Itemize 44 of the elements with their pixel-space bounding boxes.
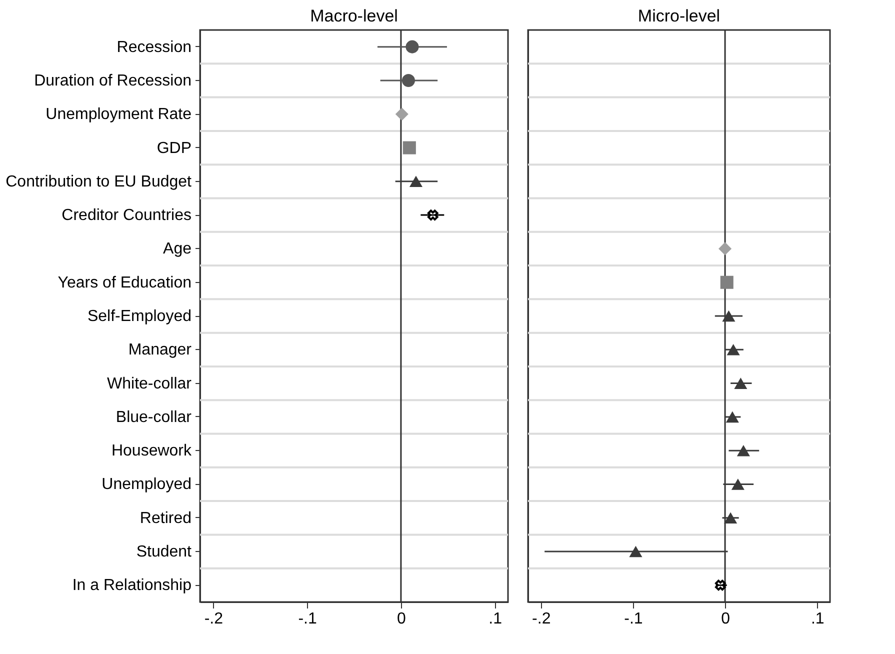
chart-title: Macro-level [310,6,398,26]
x-tick-label: -.1 [624,610,643,628]
y-tick-label: Blue-collar [116,408,192,426]
chart-title: Micro-level [638,6,720,26]
x-tick-label: -.2 [204,610,224,628]
point [629,546,642,558]
point [718,242,732,256]
point [726,411,739,423]
y-tick-label: Unemployed [102,476,192,494]
x-tick-label: .1 [810,610,824,628]
y-tick-label: Age [163,240,192,258]
point [402,141,416,154]
x-tick-label: 0 [721,610,730,628]
x-tick-label: 0 [397,610,406,628]
point [409,176,422,188]
point [406,40,419,54]
x-tick-label: -.2 [532,610,551,628]
point [724,512,738,524]
y-tick-label: Retired [140,510,192,527]
y-tick-label: Housework [111,442,192,460]
x-tick-label: -.1 [298,610,317,628]
y-tick-label: GDP [156,140,192,157]
point [726,344,740,356]
point [402,74,415,87]
y-tick-label: Contribution to EU Budget [6,173,192,190]
point [395,108,408,121]
point [734,378,748,389]
point [427,210,438,220]
y-tick-label: Recession [116,38,192,56]
y-tick-label: Self-Employed [87,308,192,325]
point [736,444,750,456]
y-tick-label: Manager [128,342,192,359]
point [722,310,736,322]
y-tick-label: Years of Education [58,274,192,292]
y-tick-label: In a Relationship [72,577,192,594]
y-tick-label: Unemployment Rate [46,106,192,124]
y-tick-label: Duration of Recession [34,72,192,90]
point [715,580,726,591]
y-tick-label: Student [136,544,192,561]
point [720,276,734,289]
x-tick-label: .1 [488,610,502,628]
y-tick-label: White-collar [107,375,192,392]
y-tick-label: Creditor Countries [62,207,192,224]
point [731,478,744,490]
